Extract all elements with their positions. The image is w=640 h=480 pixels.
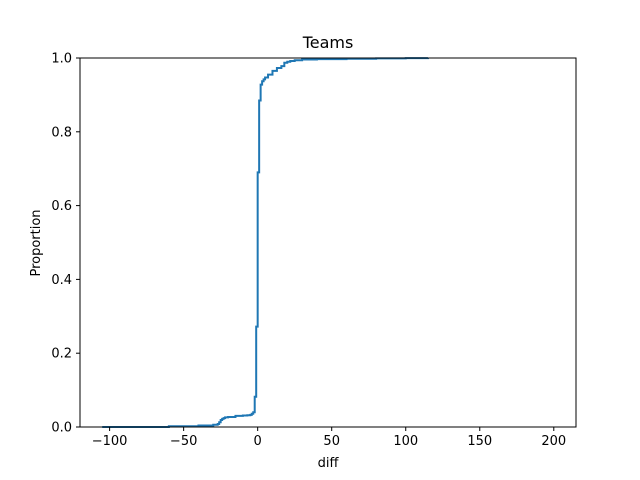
x-tick-label: 0 xyxy=(254,434,262,449)
y-axis-label: Proportion xyxy=(29,209,44,276)
y-tick-label: 0.6 xyxy=(51,199,72,214)
x-tick-label: −50 xyxy=(170,434,197,449)
y-axis: 0.0 0.2 0.4 0.6 0.8 1.0 xyxy=(51,52,80,436)
y-tick-label: 0.4 xyxy=(51,273,72,288)
x-tick-label: −100 xyxy=(92,434,128,449)
y-tick-label: 0.8 xyxy=(51,125,72,140)
y-tick-label: 0.0 xyxy=(51,421,72,436)
x-tick-label: 150 xyxy=(467,434,492,449)
x-tick-label: 100 xyxy=(393,434,418,449)
chart-title: Teams xyxy=(302,33,354,52)
y-tick-label: 0.2 xyxy=(51,347,72,362)
axes-frame xyxy=(79,57,577,428)
ecdf-line-0 xyxy=(102,57,429,428)
x-tick-label: 200 xyxy=(541,434,566,449)
x-tick-label: 50 xyxy=(323,434,340,449)
plot-area xyxy=(79,57,577,428)
x-axis-label: diff xyxy=(318,456,340,471)
y-tick-label: 1.0 xyxy=(51,52,72,67)
x-axis: −100 −50 0 50 100 150 200 xyxy=(92,427,566,449)
